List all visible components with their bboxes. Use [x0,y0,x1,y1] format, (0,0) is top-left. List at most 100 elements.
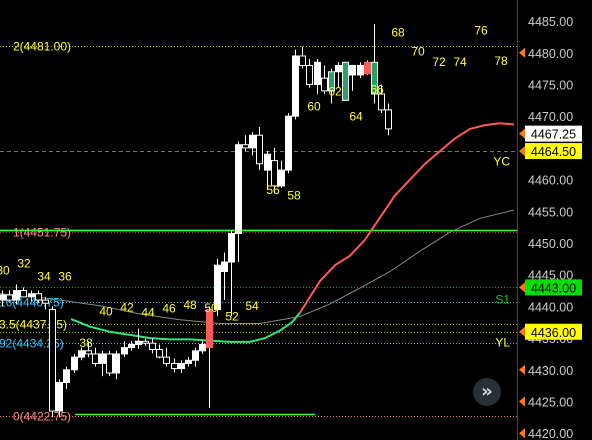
price-tag [525,143,582,160]
bar-number: 32 [17,257,31,271]
price-tag-label: 4464.50 [531,145,576,159]
candle-body [113,353,120,374]
candle-body [142,340,149,344]
candle-body [178,362,185,370]
candle-body [20,290,27,298]
axis-tick-label: 4420.00 [528,427,573,440]
candle-body [56,381,63,412]
bar-number: 68 [391,25,405,39]
axis-background [517,0,592,440]
candle-body [214,264,221,311]
price-tag [525,323,582,340]
candle-body [357,64,364,76]
bar-numbers: 30 32 34 36 38 40 42 44 46 48 50 52 54 56 58 60 62 64 66 68… [0,23,508,350]
candle-body [185,359,192,364]
level-side-label: YC [493,155,510,169]
level-label: 3.5(4437.25) [0,318,67,332]
candle-body [228,232,235,263]
candle-body [163,356,170,364]
ma-line [299,122,515,314]
bar-number: 70 [411,44,425,58]
bar-number: 42 [120,300,134,314]
ma-line [0,209,515,324]
candle-body [63,369,70,383]
axis-tick-label: 4430.00 [528,364,573,378]
candle-body [321,77,328,92]
candle-body [28,293,35,298]
candle-body [292,55,299,117]
axis-tick-label: 4485.00 [528,15,573,29]
price-tag-label: 4443.00 [531,281,576,295]
candle-body [13,290,20,301]
candle-body [335,64,342,73]
candle-body [156,349,163,358]
candle-body [42,299,49,304]
candle-body [385,109,392,130]
candle-body [235,144,242,234]
level-side-label: YL [495,336,510,350]
axis-tick-label: 4470.00 [528,110,573,124]
price-marker-icon [519,364,525,375]
candle-body [221,261,228,273]
level-label: 0(4422.75) [13,410,71,424]
level-side-label: S1 [495,293,510,307]
price-marker-icon [519,128,525,139]
bar-number: 52 [225,309,239,323]
bar-number: 46 [162,302,176,316]
candle-body [285,115,292,171]
bar-number: 50 [204,301,218,315]
axis-tick-label: 4445.00 [528,269,573,283]
candle-body [6,294,13,301]
candle-body [49,309,56,412]
candle-body [106,353,113,374]
candle-body [92,353,99,364]
bar-number: 54 [245,299,259,313]
price-marker-icon [519,326,525,337]
bar-number: 60 [307,99,321,113]
axis-tick-label: 4425.00 [528,396,573,410]
axis-tick-label: 4450.00 [528,237,573,251]
candle-body [135,340,142,345]
level-label: 92(4434.25) [0,337,64,351]
candle-body [171,362,178,370]
level-label: 2(4481.00) [13,40,71,54]
candle-body [149,342,156,351]
candle-body [0,294,6,301]
bar-number: 34 [37,269,51,283]
price-axis: 4485.004480.004475.004470.004465.004460.… [517,0,592,440]
price-marker-icon [519,396,525,407]
candle-body [378,93,385,111]
candle-body [349,64,356,76]
candle-body [364,61,371,75]
candle-body [271,160,278,187]
axis-tick-label: 4460.00 [528,174,573,188]
moving-averages [0,122,515,343]
scroll-to-latest-button[interactable]: » [473,378,501,406]
bar-number: 56 [266,183,280,197]
bar-number: 74 [453,55,467,69]
candle-body [264,153,271,171]
bar-number: 58 [287,188,301,202]
bar-number: 78 [494,54,508,68]
price-marker-icon [519,146,525,157]
candle-body [192,350,199,361]
candle-body [35,293,42,301]
candle-body [78,350,85,358]
bar-number: 72 [432,55,446,69]
bar-number: 48 [183,298,197,312]
axis-tick-label: 4480.00 [528,47,573,61]
candle-body [278,169,285,187]
candle-body [242,144,249,149]
price-tag-label: 4436.00 [531,326,576,340]
axis-tick-label: 4455.00 [528,205,573,219]
bar-number: 66 [370,82,384,96]
candle-body [128,343,135,349]
bar-number: 64 [349,110,363,124]
price-marker-icon [519,428,525,439]
candle-body [299,55,306,66]
bar-number: 38 [79,336,93,350]
axis-tick-label: 4440.00 [528,300,573,314]
candle-body [342,61,349,101]
axis-tick-label: 4475.00 [528,79,573,93]
